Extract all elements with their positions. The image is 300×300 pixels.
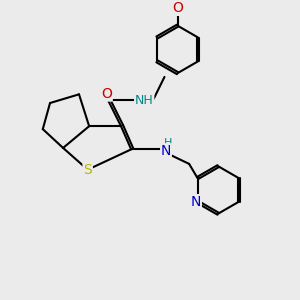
Text: O: O xyxy=(101,87,112,101)
Text: H: H xyxy=(164,138,172,148)
Text: O: O xyxy=(101,87,112,101)
Text: H: H xyxy=(164,138,172,148)
Text: N: N xyxy=(161,144,171,158)
Text: O: O xyxy=(172,1,183,15)
Text: NH: NH xyxy=(135,94,154,106)
Text: S: S xyxy=(83,163,92,177)
Text: N: N xyxy=(161,144,171,158)
Text: O: O xyxy=(172,1,183,15)
Text: N: N xyxy=(191,195,201,209)
Text: N: N xyxy=(191,195,201,209)
Text: NH: NH xyxy=(135,94,154,106)
Text: S: S xyxy=(83,163,92,177)
